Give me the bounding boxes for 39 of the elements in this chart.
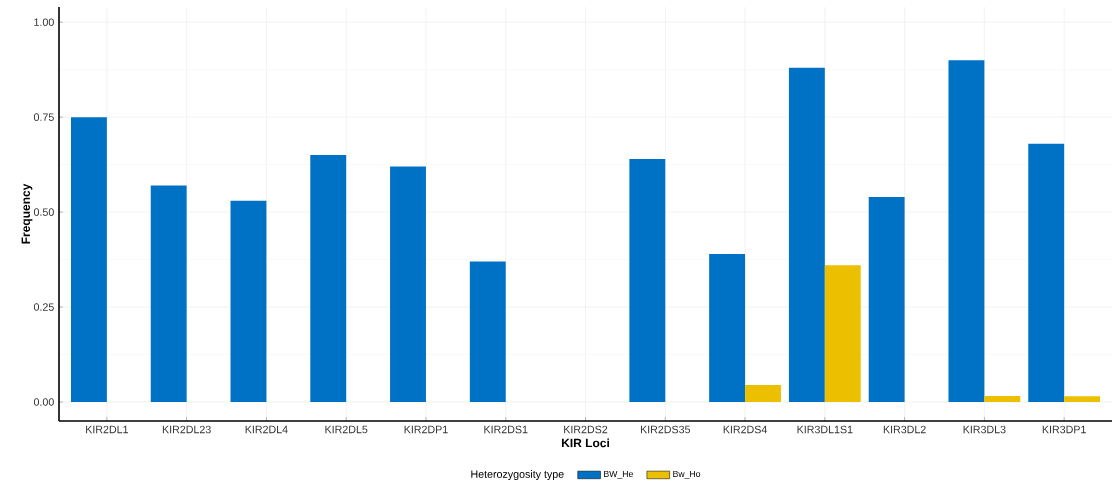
bar: [390, 166, 426, 403]
bar: [310, 155, 347, 403]
legend-label: BW_He: [604, 470, 633, 479]
bar: [629, 158, 666, 403]
legend-title: Heterozygosity type: [471, 470, 564, 481]
x-tick-label: KIR2DL5: [325, 425, 368, 434]
x-tick-label: KIR2DS4: [723, 425, 767, 434]
x-tick-label: KIR3DP1: [1042, 425, 1086, 434]
x-tick-label: KIR2DL23: [162, 425, 211, 434]
bar: [788, 67, 825, 403]
bar: [1064, 396, 1101, 403]
bar: [745, 384, 781, 403]
x-tick-label: KIR2DP1: [404, 425, 448, 434]
y-tick-label: 0.75: [33, 113, 54, 121]
x-tick-label: KIR2DL4: [245, 425, 288, 434]
bar: [469, 261, 506, 403]
bar: [230, 200, 267, 403]
bar: [984, 395, 1021, 403]
bar: [1028, 143, 1065, 403]
x-tick-label: KIR2DL1: [86, 425, 128, 434]
bar: [948, 60, 985, 403]
x-axis-title: KIR Loci: [561, 438, 609, 448]
bar: [868, 196, 905, 403]
bar: [824, 265, 861, 403]
x-tick-label: KIR3DL1S1: [797, 425, 853, 434]
y-tick-label: 0.25: [33, 303, 54, 311]
x-tick-label: KIR2DS1: [484, 425, 528, 434]
x-tick-label: KIR2DS35: [640, 425, 691, 434]
x-tick-label: KIR3DL3: [963, 425, 1006, 434]
bar: [709, 253, 746, 403]
x-tick-label: KIR2DS2: [564, 425, 608, 434]
y-tick-label: 0.50: [33, 208, 54, 216]
y-tick-label: 1.00: [34, 18, 54, 26]
legend-label: Bw_Ho: [673, 470, 701, 479]
y-axis-title: Frequency: [21, 183, 33, 244]
bar: [70, 117, 107, 403]
bar: [150, 185, 187, 403]
x-tick-label: KIR3DL2: [883, 425, 926, 434]
y-tick-label: 0.00: [33, 398, 54, 406]
